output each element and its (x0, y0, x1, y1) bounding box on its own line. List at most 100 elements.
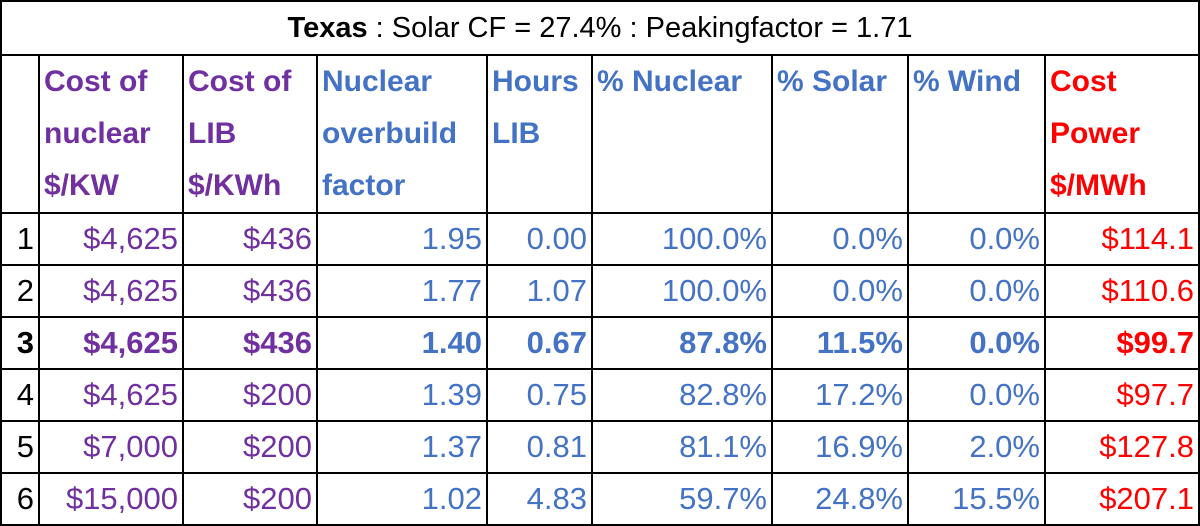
table-row: 4 $4,625 $200 1.39 0.75 82.8% 17.2% 0.0% $97.7 (0, 368, 1200, 422)
pct-wind-cell: 0.0% (907, 368, 1046, 422)
cost-nuclear-cell: $7,000 (38, 420, 184, 474)
cost-nuclear-cell: $4,625 (38, 264, 184, 318)
header-cost-nuclear-line: nuclear (44, 117, 151, 150)
pct-nuclear-cell: 87.8% (591, 316, 773, 370)
overbuild-factor-cell: 1.02 (316, 472, 488, 526)
table-row: 5 $7,000 $200 1.37 0.81 81.1% 16.9% 2.0% $127.8 (0, 420, 1200, 474)
table-row: 1 $4,625 $436 1.95 0.00 100.0% 0.0% 0.0% $114.1 (0, 212, 1200, 266)
cost-power-cell: $114.1 (1043, 212, 1200, 266)
row-index-cell: 6 (0, 472, 40, 526)
header-overbuild-factor-line: Nuclear (322, 65, 433, 98)
cost-power-cell: $207.1 (1043, 472, 1200, 526)
pct-nuclear-cell: 82.8% (591, 368, 773, 422)
header-cost-power-line: Power (1050, 117, 1141, 150)
header-cost-nuclear-line: Cost of (44, 65, 148, 98)
hours-lib-cell: 4.83 (486, 472, 593, 526)
header-cost-lib: Cost of LIB $/KWh (182, 54, 318, 214)
table-row: 2 $4,625 $436 1.77 1.07 100.0% 0.0% 0.0% $110.6 (0, 264, 1200, 318)
header-hours-lib-line: LIB (492, 117, 541, 150)
header-cost-lib-line: Cost of (188, 65, 292, 98)
cost-lib-cell: $200 (182, 472, 318, 526)
pct-solar-cell: 17.2% (771, 368, 909, 422)
header-pct-wind-line (913, 108, 1040, 160)
pct-wind-cell: 0.0% (907, 316, 1046, 370)
title-details: : Solar CF = 27.4% : Peakingfactor = 1.7… (367, 11, 913, 44)
overbuild-factor-cell: 1.40 (316, 316, 488, 370)
overbuild-factor-cell: 1.77 (316, 264, 488, 318)
header-row-index (0, 54, 40, 214)
header-pct-solar-line: % Solar (777, 65, 888, 98)
header-pct-nuclear: % Nuclear (591, 54, 773, 214)
header-pct-solar: % Solar (771, 54, 909, 214)
cost-lib-cell: $436 (182, 264, 318, 318)
cost-power-cell: $110.6 (1043, 264, 1200, 318)
hours-lib-cell: 0.00 (486, 212, 593, 266)
header-pct-nuclear-line (597, 108, 767, 160)
table-row: 6 $15,000 $200 1.02 4.83 59.7% 24.8% 15.5% $207.… (0, 472, 1200, 526)
overbuild-factor-cell: 1.95 (316, 212, 488, 266)
header-row-index-line (6, 57, 34, 108)
hours-lib-cell: 0.81 (486, 420, 593, 474)
pct-solar-cell: 0.0% (771, 212, 909, 266)
header-overbuild-factor-line: overbuild (322, 117, 458, 150)
header-overbuild-factor: Nuclear overbuild factor (316, 54, 488, 214)
cost-lib-cell: $436 (182, 316, 318, 370)
pct-nuclear-cell: 100.0% (591, 264, 773, 318)
hours-lib-cell: 1.07 (486, 264, 593, 318)
hours-lib-cell: 0.75 (486, 368, 593, 422)
pct-nuclear-cell: 81.1% (591, 420, 773, 474)
pct-nuclear-cell: 59.7% (591, 472, 773, 526)
cost-lib-cell: $200 (182, 368, 318, 422)
cost-lib-cell: $200 (182, 420, 318, 474)
header-overbuild-factor-line: factor (322, 169, 406, 202)
cost-lib-cell: $436 (182, 212, 318, 266)
pct-wind-cell: 0.0% (907, 212, 1046, 266)
overbuild-factor-cell: 1.37 (316, 420, 488, 474)
overbuild-factor-cell: 1.39 (316, 368, 488, 422)
header-cost-power-line: Cost (1050, 65, 1117, 98)
row-index-cell: 4 (0, 368, 40, 422)
header-row: Cost of nuclear $/KW Cost of LIB $/KWh Nuclear… (0, 54, 1200, 214)
table-row: 3 $4,625 $436 1.40 0.67 87.8% 11.5% 0.0% $99.7 (0, 316, 1200, 370)
row-index-cell: 3 (0, 316, 40, 370)
pct-solar-cell: 0.0% (771, 264, 909, 318)
pct-wind-cell: 2.0% (907, 420, 1046, 474)
header-cost-lib-line: LIB (188, 117, 237, 150)
cost-nuclear-cell: $4,625 (38, 316, 184, 370)
table-title: Texas : Solar CF = 27.4% : Peakingfactor… (0, 0, 1200, 56)
row-index-cell: 5 (0, 420, 40, 474)
header-pct-nuclear-line (597, 160, 767, 211)
row-index-cell: 2 (0, 264, 40, 318)
header-pct-solar-line (777, 108, 903, 160)
pct-wind-cell: 15.5% (907, 472, 1046, 526)
header-cost-power-line: $/MWh (1050, 169, 1147, 202)
header-row-index-line (6, 160, 34, 211)
row-index-cell: 1 (0, 212, 40, 266)
cost-nuclear-cell: $15,000 (38, 472, 184, 526)
header-hours-lib-line (492, 160, 587, 211)
cost-power-cell: $99.7 (1043, 316, 1200, 370)
header-cost-power: Cost Power $/MWh (1043, 54, 1200, 214)
title-row: Texas : Solar CF = 27.4% : Peakingfactor… (0, 0, 1200, 56)
header-cost-nuclear: Cost of nuclear $/KW (38, 54, 184, 214)
pct-nuclear-cell: 100.0% (591, 212, 773, 266)
header-hours-lib-line: Hours (492, 65, 579, 98)
header-cost-nuclear-line: $/KW (44, 169, 119, 202)
header-pct-wind-line: % Wind (913, 65, 1022, 98)
cost-nuclear-cell: $4,625 (38, 368, 184, 422)
pct-solar-cell: 11.5% (771, 316, 909, 370)
pct-solar-cell: 16.9% (771, 420, 909, 474)
header-row-index-line (6, 108, 34, 160)
header-pct-nuclear-line: % Nuclear (597, 65, 743, 98)
cost-nuclear-cell: $4,625 (38, 212, 184, 266)
header-pct-wind-line (913, 160, 1040, 211)
hours-lib-cell: 0.67 (486, 316, 593, 370)
title-region: Texas (287, 11, 368, 44)
cost-power-cell: $97.7 (1043, 368, 1200, 422)
header-hours-lib: Hours LIB (486, 54, 593, 214)
pct-solar-cell: 24.8% (771, 472, 909, 526)
cost-power-cell: $127.8 (1043, 420, 1200, 474)
header-cost-lib-line: $/KWh (188, 169, 282, 202)
pct-wind-cell: 0.0% (907, 264, 1046, 318)
